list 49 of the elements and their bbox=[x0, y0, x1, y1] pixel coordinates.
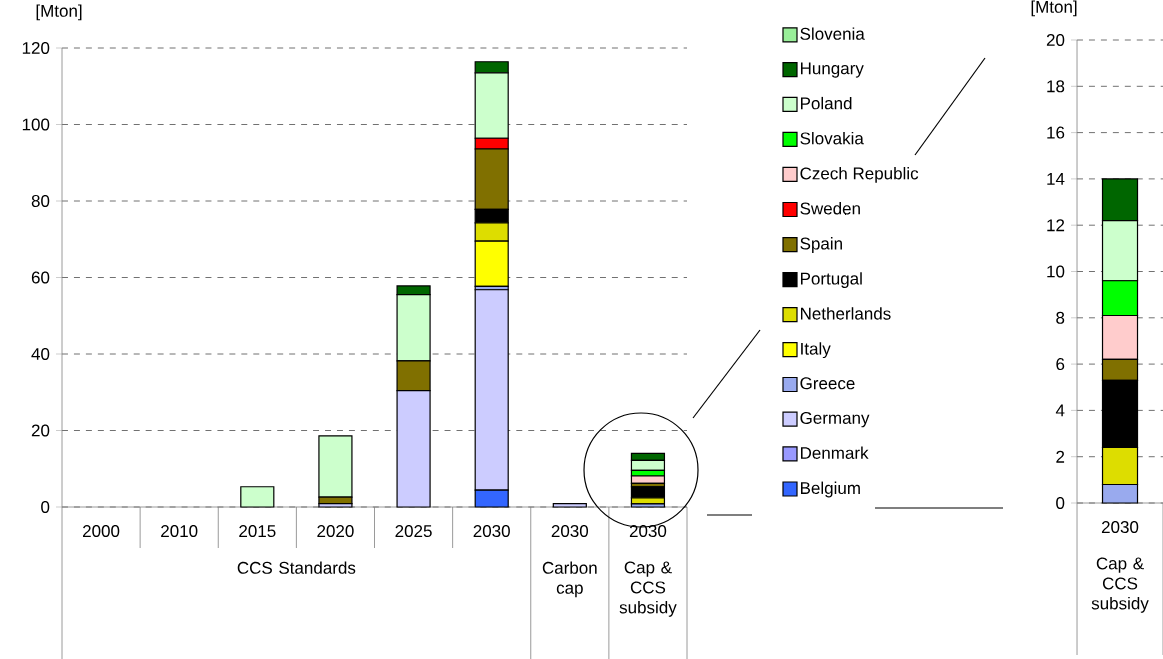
y-axis-title: [Mton] bbox=[1031, 0, 1077, 17]
legend-label: Belgium bbox=[801, 481, 860, 498]
y-tick-label: 18 bbox=[1047, 80, 1065, 93]
y-tick-label: 6 bbox=[1056, 358, 1065, 371]
y-tick-label: 4 bbox=[1055, 404, 1065, 417]
legend-label: Portugal bbox=[801, 272, 862, 288]
y-tick-label: 0 bbox=[41, 500, 50, 514]
y-tick-label: 80 bbox=[31, 194, 50, 208]
y-tick-label: 2 bbox=[1056, 450, 1065, 463]
y-tick-label: 20 bbox=[1046, 33, 1065, 46]
legend-label: Hungary bbox=[801, 62, 864, 78]
legend-label: Spain bbox=[800, 237, 842, 253]
y-axis-title: [Mton] bbox=[36, 4, 82, 21]
x-tick-label: 2030 bbox=[551, 525, 589, 538]
x-tick-label: 2030 bbox=[629, 525, 667, 538]
y-tick-label: 8 bbox=[1056, 311, 1065, 324]
y-tick-label: 40 bbox=[31, 347, 50, 361]
text: CCS Standards bbox=[237, 561, 356, 574]
y-tick-label: 20 bbox=[31, 424, 50, 437]
x-tick-label: 2020 bbox=[317, 525, 354, 538]
text: Carbon cap bbox=[542, 561, 597, 598]
x-tick-label: 2025 bbox=[395, 525, 432, 538]
x-tick-label: 2010 bbox=[161, 525, 198, 538]
legend-label: Italy bbox=[801, 342, 831, 359]
y-tick-label: 12 bbox=[1047, 219, 1065, 232]
y-tick-label: 120 bbox=[22, 41, 50, 54]
y-tick-label: 16 bbox=[1047, 126, 1065, 139]
bar bbox=[552, 502, 587, 508]
text: Cap & CCS subsidy bbox=[619, 561, 677, 617]
legend-label: Greece bbox=[800, 377, 855, 390]
y-tick-label: 10 bbox=[1047, 265, 1065, 278]
x-tick-label: 2015 bbox=[239, 525, 276, 538]
bar bbox=[240, 486, 275, 508]
legend-label: Sweden bbox=[800, 202, 860, 215]
legend-label: Germany bbox=[800, 411, 870, 428]
legend-label: Poland bbox=[801, 96, 852, 110]
legend-label: Netherlands bbox=[801, 307, 891, 320]
x-tick-label: 2000 bbox=[83, 525, 120, 538]
x-tick-label: 2030 bbox=[1101, 521, 1139, 534]
legend-label: Denmark bbox=[801, 446, 869, 459]
y-tick-label: 60 bbox=[31, 271, 50, 284]
y-tick-label: 0 bbox=[1056, 496, 1065, 510]
y-tick-label: 100 bbox=[22, 118, 50, 131]
legend-label: Slovakia bbox=[800, 131, 864, 145]
y-tick-label: 14 bbox=[1047, 173, 1065, 185]
x-tick-label: 2030 bbox=[473, 525, 510, 538]
legend-label: Slovenia bbox=[800, 27, 865, 40]
legend-label: Czech Republic bbox=[800, 167, 919, 183]
text: Cap & CCS subsidy bbox=[1091, 557, 1149, 613]
